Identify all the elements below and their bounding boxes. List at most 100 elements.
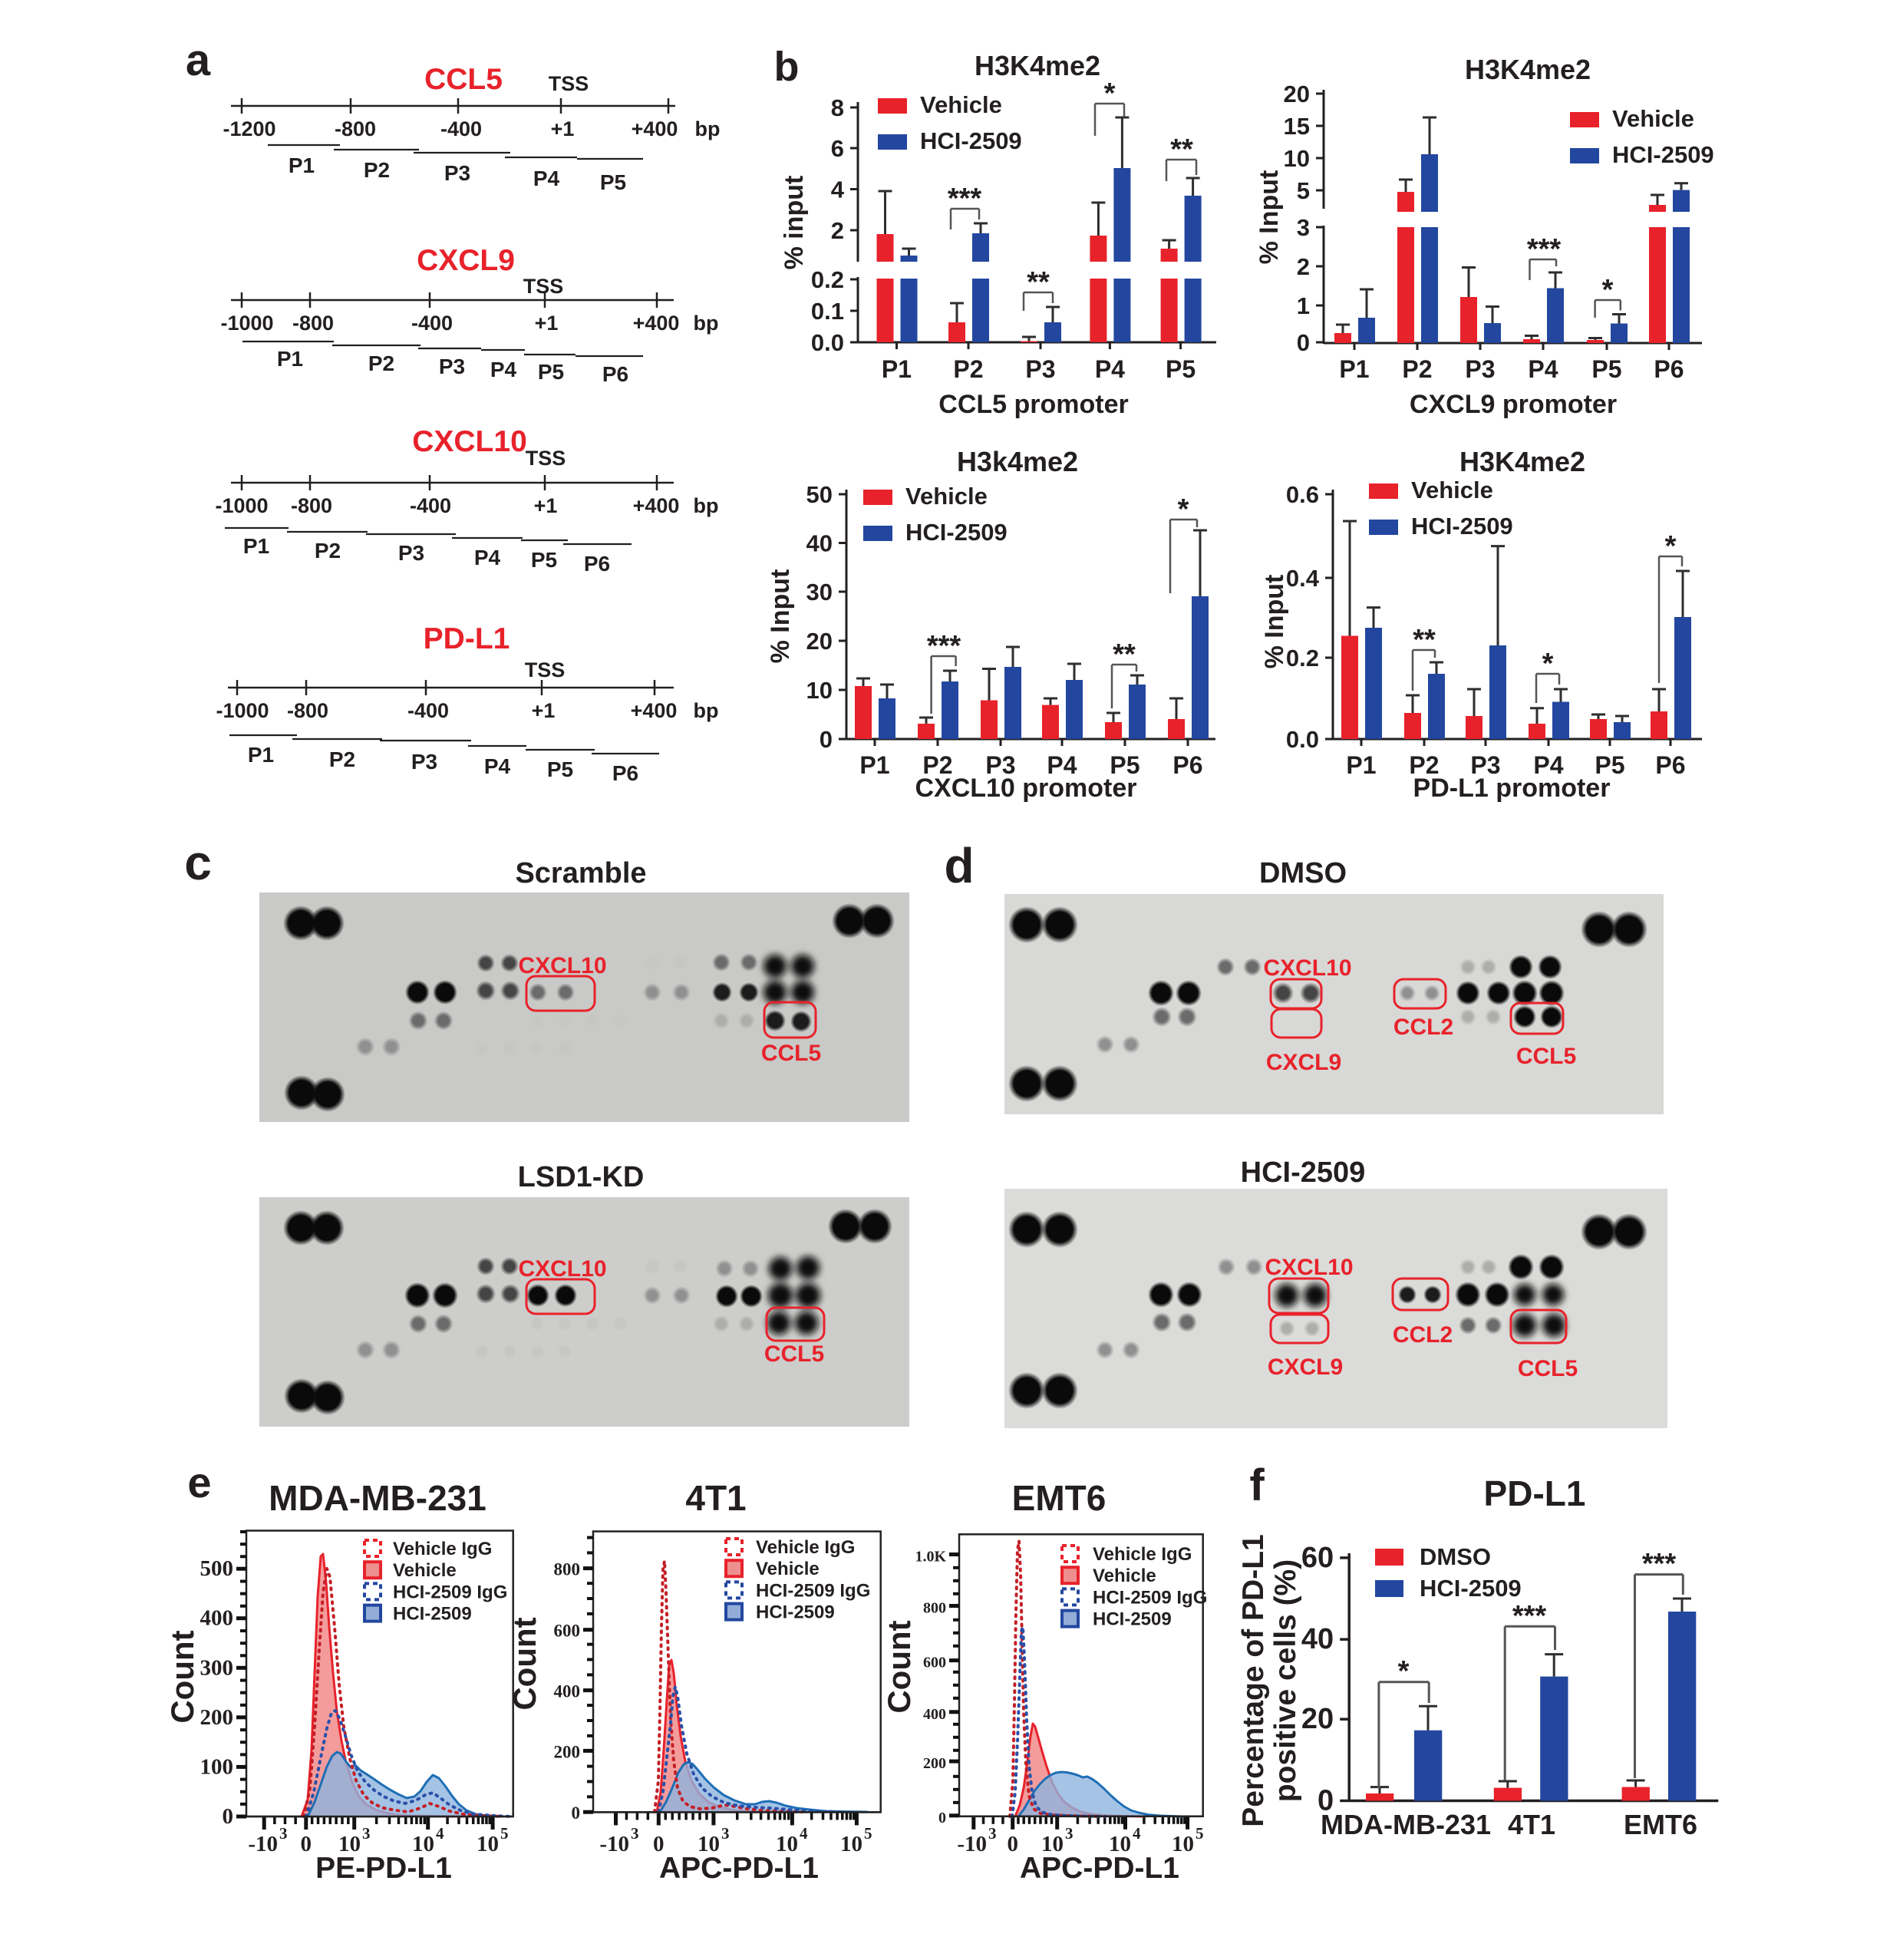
svg-text:bp: bp <box>694 312 719 335</box>
svg-text:P1: P1 <box>1339 355 1369 383</box>
svg-text:+400: +400 <box>632 117 678 140</box>
svg-text:0: 0 <box>1007 1832 1018 1856</box>
svg-text:% Input: % Input <box>1255 170 1284 265</box>
svg-text:bp: bp <box>694 494 719 517</box>
svg-text:3: 3 <box>1297 214 1310 241</box>
svg-text:CXCL9: CXCL9 <box>1266 1050 1341 1075</box>
svg-text:400: 400 <box>200 1606 234 1631</box>
svg-text:P6: P6 <box>1654 355 1684 383</box>
svg-text:% Input: % Input <box>1260 575 1289 669</box>
svg-text:EMT6: EMT6 <box>1624 1809 1697 1840</box>
svg-text:+1: +1 <box>535 312 559 335</box>
svg-text:**: ** <box>1027 266 1050 299</box>
svg-text:P4: P4 <box>474 546 501 569</box>
svg-text:P5: P5 <box>531 548 557 572</box>
svg-text:TSS: TSS <box>525 658 566 681</box>
svg-text:CXCL10: CXCL10 <box>412 425 527 458</box>
svg-text:Vehicle: Vehicle <box>905 483 988 510</box>
svg-text:P2: P2 <box>329 747 355 771</box>
svg-text:-400: -400 <box>407 699 449 722</box>
svg-text:% Input: % Input <box>766 569 795 664</box>
svg-text:APC-PD-L1: APC-PD-L1 <box>1020 1852 1179 1885</box>
svg-text:300: 300 <box>200 1655 234 1680</box>
svg-text:P2: P2 <box>1402 355 1432 383</box>
svg-text:CCL5: CCL5 <box>1518 1356 1578 1381</box>
svg-text:Vehicle: Vehicle <box>393 1560 457 1581</box>
svg-text:10: 10 <box>1041 1832 1064 1856</box>
svg-text:e: e <box>187 1458 211 1506</box>
svg-text:CCL2: CCL2 <box>1393 1322 1453 1348</box>
svg-text:-10: -10 <box>599 1832 629 1856</box>
svg-text:Vehicle: Vehicle <box>1612 105 1694 132</box>
svg-text:10: 10 <box>776 1832 798 1856</box>
svg-text:6: 6 <box>831 135 844 162</box>
svg-text:H3k4me2: H3k4me2 <box>957 446 1078 477</box>
svg-text:4T1: 4T1 <box>685 1478 746 1518</box>
svg-text:P2: P2 <box>368 351 394 375</box>
svg-text:Vehicle: Vehicle <box>756 1559 820 1579</box>
svg-text:EMT6: EMT6 <box>1012 1478 1107 1518</box>
svg-text:Count: Count <box>506 1617 543 1710</box>
svg-text:1.0K: 1.0K <box>915 1549 946 1566</box>
svg-text:*: * <box>1398 1655 1410 1688</box>
svg-text:5: 5 <box>864 1824 872 1843</box>
svg-text:5: 5 <box>1196 1824 1204 1843</box>
svg-text:600: 600 <box>923 1655 946 1671</box>
svg-text:b: b <box>774 44 800 90</box>
svg-text:0.2: 0.2 <box>1286 645 1319 671</box>
svg-text:+1: +1 <box>551 117 575 140</box>
svg-text:4T1: 4T1 <box>1508 1809 1555 1840</box>
svg-text:10: 10 <box>1109 1832 1131 1856</box>
svg-text:Count: Count <box>881 1620 917 1713</box>
svg-text:20: 20 <box>806 628 833 655</box>
svg-text:P3: P3 <box>398 541 424 565</box>
svg-text:CCL2: CCL2 <box>1393 1015 1453 1040</box>
svg-text:100: 100 <box>200 1754 234 1779</box>
svg-text:H3K4me2: H3K4me2 <box>975 50 1100 81</box>
svg-text:2: 2 <box>831 217 844 244</box>
svg-text:CCL5: CCL5 <box>764 1341 824 1367</box>
svg-text:Percentage of PD-L1: Percentage of PD-L1 <box>1237 1534 1270 1826</box>
svg-text:Scramble: Scramble <box>515 857 646 889</box>
svg-text:+400: +400 <box>633 312 680 335</box>
svg-text:4: 4 <box>436 1824 444 1843</box>
svg-text:Count: Count <box>164 1630 200 1723</box>
svg-text:60: 60 <box>1301 1542 1334 1574</box>
svg-text:10: 10 <box>477 1832 499 1856</box>
svg-text:0: 0 <box>1318 1785 1334 1817</box>
svg-text:CXCL10: CXCL10 <box>1265 1255 1353 1280</box>
svg-text:-1000: -1000 <box>220 312 273 335</box>
svg-text:HCI-2509: HCI-2509 <box>1612 141 1714 168</box>
svg-text:0: 0 <box>820 726 833 753</box>
svg-text:P1: P1 <box>882 355 912 383</box>
svg-text:Vehicle IgG: Vehicle IgG <box>1093 1544 1192 1565</box>
svg-text:P4: P4 <box>1047 751 1077 779</box>
svg-text:800: 800 <box>554 1560 581 1579</box>
svg-text:+400: +400 <box>631 699 678 722</box>
svg-text:P6: P6 <box>612 761 638 785</box>
svg-text:2: 2 <box>1297 253 1310 280</box>
svg-text:P4: P4 <box>533 167 560 190</box>
svg-text:HCI-2509: HCI-2509 <box>1241 1157 1366 1189</box>
svg-text:4: 4 <box>831 177 845 203</box>
svg-text:TSS: TSS <box>549 72 589 95</box>
svg-text:f: f <box>1249 1460 1265 1510</box>
svg-text:PD-L1 promoter: PD-L1 promoter <box>1413 774 1611 803</box>
svg-text:***: *** <box>1527 233 1562 266</box>
svg-text:**: ** <box>1413 624 1436 656</box>
svg-text:+1: +1 <box>532 699 556 722</box>
svg-text:PE-PD-L1: PE-PD-L1 <box>315 1852 452 1885</box>
svg-text:HCI-2509: HCI-2509 <box>1093 1609 1172 1630</box>
svg-text:Vehicle IgG: Vehicle IgG <box>756 1537 855 1558</box>
svg-text:MDA-MB-231: MDA-MB-231 <box>1321 1809 1491 1840</box>
svg-text:CXCL9: CXCL9 <box>417 244 515 277</box>
svg-text:5: 5 <box>500 1824 509 1843</box>
svg-text:3: 3 <box>279 1824 288 1843</box>
svg-text:CCL5: CCL5 <box>1516 1044 1576 1069</box>
svg-text:P1: P1 <box>277 347 303 371</box>
svg-text:P1: P1 <box>289 153 315 177</box>
svg-text:TSS: TSS <box>526 447 566 470</box>
svg-text:0: 0 <box>572 1803 581 1823</box>
svg-text:CXCL10: CXCL10 <box>1263 955 1351 981</box>
svg-text:P1: P1 <box>859 751 889 779</box>
